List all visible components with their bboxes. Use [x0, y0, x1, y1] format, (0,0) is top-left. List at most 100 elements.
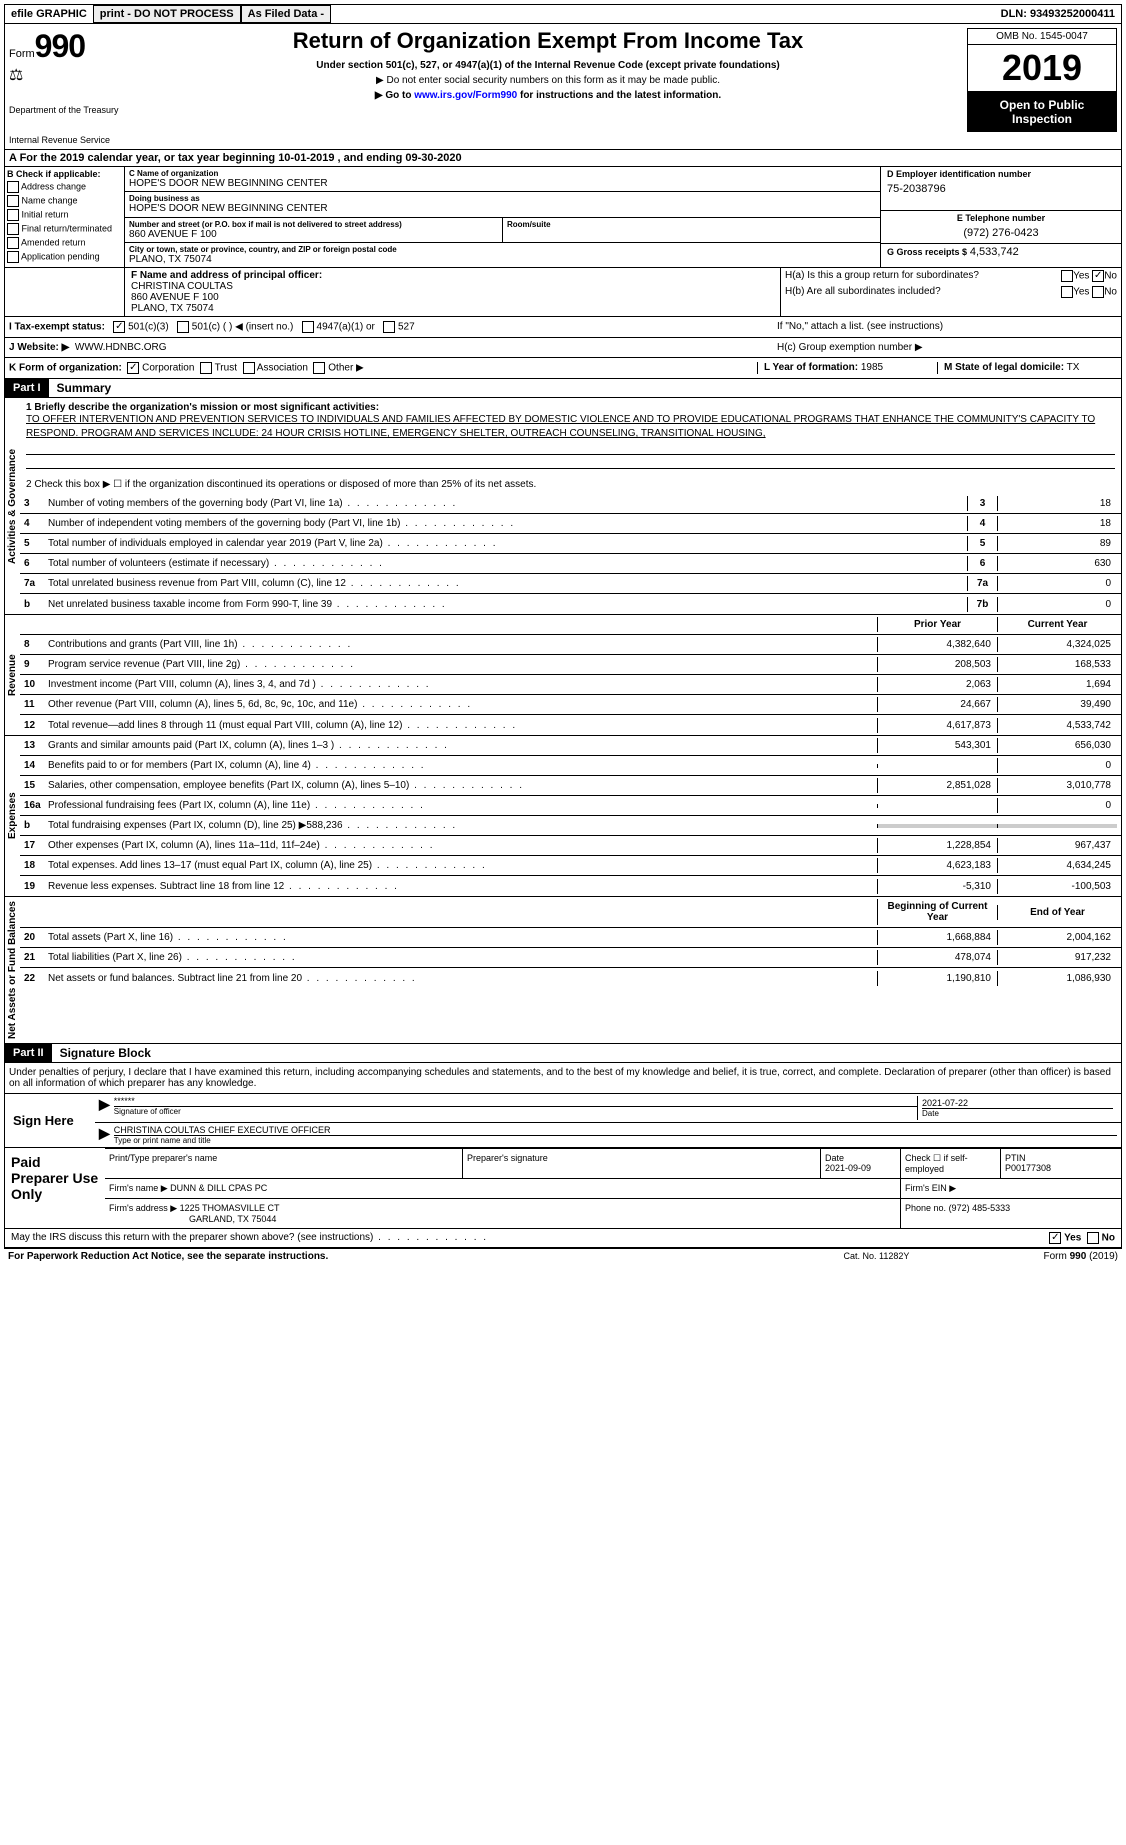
- firm-addr-label: Firm's address ▶: [109, 1203, 177, 1213]
- check-name-change[interactable]: Name change: [7, 195, 122, 207]
- row-i: I Tax-exempt status: 501(c)(3) 501(c) ( …: [4, 317, 1122, 338]
- f-label: F Name and address of principal officer:: [131, 270, 774, 281]
- check-association[interactable]: [243, 362, 255, 374]
- governance-section: Activities & Governance 1 Briefly descri…: [4, 398, 1122, 615]
- ein-label: Firm's EIN ▶: [901, 1179, 1121, 1198]
- city-val: PLANO, TX 75074: [129, 254, 876, 265]
- financial-line: 21Total liabilities (Part X, line 26)478…: [20, 948, 1121, 968]
- prep-sig-label: Preparer's signature: [463, 1149, 821, 1178]
- sig-stars: ******: [114, 1096, 917, 1106]
- print-button[interactable]: print - DO NOT PROCESS: [93, 5, 241, 23]
- check-other[interactable]: [313, 362, 325, 374]
- financial-line: 10Investment income (Part VIII, column (…: [20, 675, 1121, 695]
- declaration-text: Under penalties of perjury, I declare th…: [5, 1063, 1121, 1093]
- arrow-icon: ▶: [99, 1125, 110, 1145]
- h-b-yn: Yes No: [997, 286, 1117, 298]
- part-1-header-row: Part I Summary: [4, 379, 1122, 398]
- financial-line: 17Other expenses (Part IX, column (A), l…: [20, 836, 1121, 856]
- state-domicile: M State of legal domicile: TX: [937, 362, 1117, 374]
- form-header: Form990 ⚖ Department of the Treasury Int…: [4, 24, 1122, 150]
- arrow-icon: ▶: [99, 1096, 110, 1120]
- k-label: K Form of organization:: [9, 363, 122, 374]
- officer-addr2: PLANO, TX 75074: [131, 303, 774, 314]
- mission-block: 1 Briefly describe the organization's mi…: [20, 398, 1121, 494]
- m-label: M State of legal domicile:: [944, 362, 1064, 373]
- check-trust[interactable]: [200, 362, 212, 374]
- financial-line: 8Contributions and grants (Part VIII, li…: [20, 635, 1121, 655]
- f-h-row: F Name and address of principal officer:…: [4, 268, 1122, 317]
- vert-revenue: Revenue: [5, 615, 20, 735]
- h-b-note: If "No," attach a list. (see instruction…: [777, 321, 1117, 333]
- officer-name: CHRISTINA COULTAS: [131, 281, 774, 292]
- part-1-title: Summary: [49, 381, 112, 395]
- preparer-fields: Print/Type preparer's name Preparer's si…: [105, 1148, 1121, 1228]
- form-subtitle: Under section 501(c), 527, or 4947(a)(1)…: [129, 60, 967, 71]
- top-toolbar: efile GRAPHIC print - DO NOT PROCESS As …: [4, 4, 1122, 24]
- g-label: G Gross receipts $: [887, 247, 967, 257]
- officer-cell: F Name and address of principal officer:…: [125, 268, 781, 316]
- prep-line-2: Firm's name ▶ DUNN & DILL CPAS PC Firm's…: [105, 1178, 1121, 1198]
- gross-cell: G Gross receipts $ 4,533,742: [881, 244, 1121, 267]
- h-b-row: H(b) Are all subordinates included? Yes …: [781, 284, 1121, 300]
- check-527[interactable]: [383, 321, 395, 333]
- prep-print-label: Print/Type preparer's name: [105, 1149, 463, 1178]
- current-year-header: Current Year: [997, 617, 1117, 632]
- check-corporation[interactable]: [127, 362, 139, 374]
- check-final-return[interactable]: Final return/terminated: [7, 223, 122, 235]
- header-left: Form990 ⚖ Department of the Treasury Int…: [9, 28, 129, 145]
- check-b-header: B Check if applicable:: [7, 169, 122, 179]
- financial-line: 18Total expenses. Add lines 13–17 (must …: [20, 856, 1121, 876]
- check-application-pending[interactable]: Application pending: [7, 251, 122, 263]
- header-right: OMB No. 1545-0047 2019 Open to Public In…: [967, 28, 1117, 145]
- check-address-change[interactable]: Address change: [7, 181, 122, 193]
- form-label: Form: [9, 48, 35, 60]
- irs-logo-icon: ⚖: [9, 65, 129, 85]
- e-label: E Telephone number: [887, 213, 1115, 223]
- sig-date-cell: 2021-07-22 Date: [917, 1096, 1117, 1120]
- financial-line: 20Total assets (Part X, line 16)1,668,88…: [20, 928, 1121, 948]
- prep-date-cell: Date 2021-09-09: [821, 1149, 901, 1178]
- form-of-org: K Form of organization: Corporation Trus…: [9, 362, 757, 374]
- check-amended-return[interactable]: Amended return: [7, 237, 122, 249]
- dln-label: DLN: 93493252000411: [995, 6, 1121, 22]
- h-b-label: H(b) Are all subordinates included?: [785, 286, 997, 298]
- column-cdg: C Name of organization HOPE'S DOOR NEW B…: [125, 167, 1121, 267]
- city-label: City or town, state or province, country…: [129, 245, 876, 254]
- j-label: J Website: ▶: [9, 342, 69, 353]
- dept-label: Department of the Treasury: [9, 105, 129, 115]
- firm-label: Firm's name ▶: [109, 1183, 168, 1193]
- city-cell: City or town, state or province, country…: [125, 243, 881, 267]
- financial-line: 14Benefits paid to or for members (Part …: [20, 756, 1121, 776]
- governance-rows: 1 Briefly describe the organization's mi…: [20, 398, 1121, 614]
- prep-date: 2021-09-09: [825, 1163, 896, 1173]
- financial-line: 19Revenue less expenses. Subtract line 1…: [20, 876, 1121, 896]
- column-b-checkboxes: B Check if applicable: Address change Na…: [5, 167, 125, 267]
- irs-link[interactable]: www.irs.gov/Form990: [414, 90, 517, 101]
- check-501c3[interactable]: [113, 321, 125, 333]
- gov-line: 7aTotal unrelated business revenue from …: [20, 574, 1121, 594]
- h-a-label: H(a) Is this a group return for subordin…: [785, 270, 997, 282]
- expenses-section: Expenses 13Grants and similar amounts pa…: [4, 736, 1122, 897]
- l-val: 1985: [861, 362, 883, 373]
- part-2-header-row: Part II Signature Block: [4, 1044, 1122, 1063]
- room-cell: Room/suite: [503, 218, 881, 243]
- check-4947[interactable]: [302, 321, 314, 333]
- discuss-row: May the IRS discuss this return with the…: [5, 1228, 1121, 1247]
- check-initial-return[interactable]: Initial return: [7, 209, 122, 221]
- check-501c[interactable]: [177, 321, 189, 333]
- prep-line-1: Print/Type preparer's name Preparer's si…: [105, 1148, 1121, 1178]
- ptin-val: P00177308: [1005, 1163, 1117, 1173]
- vert-governance: Activities & Governance: [5, 398, 20, 614]
- ein-cell: D Employer identification number 75-2038…: [881, 167, 1121, 211]
- addr-cell: Number and street (or P.O. box if mail i…: [125, 218, 503, 243]
- signature-block: Under penalties of perjury, I declare th…: [4, 1063, 1122, 1248]
- begin-year-header: Beginning of Current Year: [877, 899, 997, 925]
- row-k: K Form of organization: Corporation Trus…: [4, 358, 1122, 379]
- m-val: TX: [1067, 362, 1080, 373]
- year-formation: L Year of formation: 1985: [757, 362, 937, 374]
- prep-date-label: Date: [825, 1153, 896, 1163]
- col-b-spacer: [5, 268, 125, 316]
- preparer-row: Paid Preparer Use Only Print/Type prepar…: [5, 1147, 1121, 1228]
- form-990-page: efile GRAPHIC print - DO NOT PROCESS As …: [0, 0, 1126, 1268]
- ptin-label: PTIN: [1005, 1153, 1117, 1163]
